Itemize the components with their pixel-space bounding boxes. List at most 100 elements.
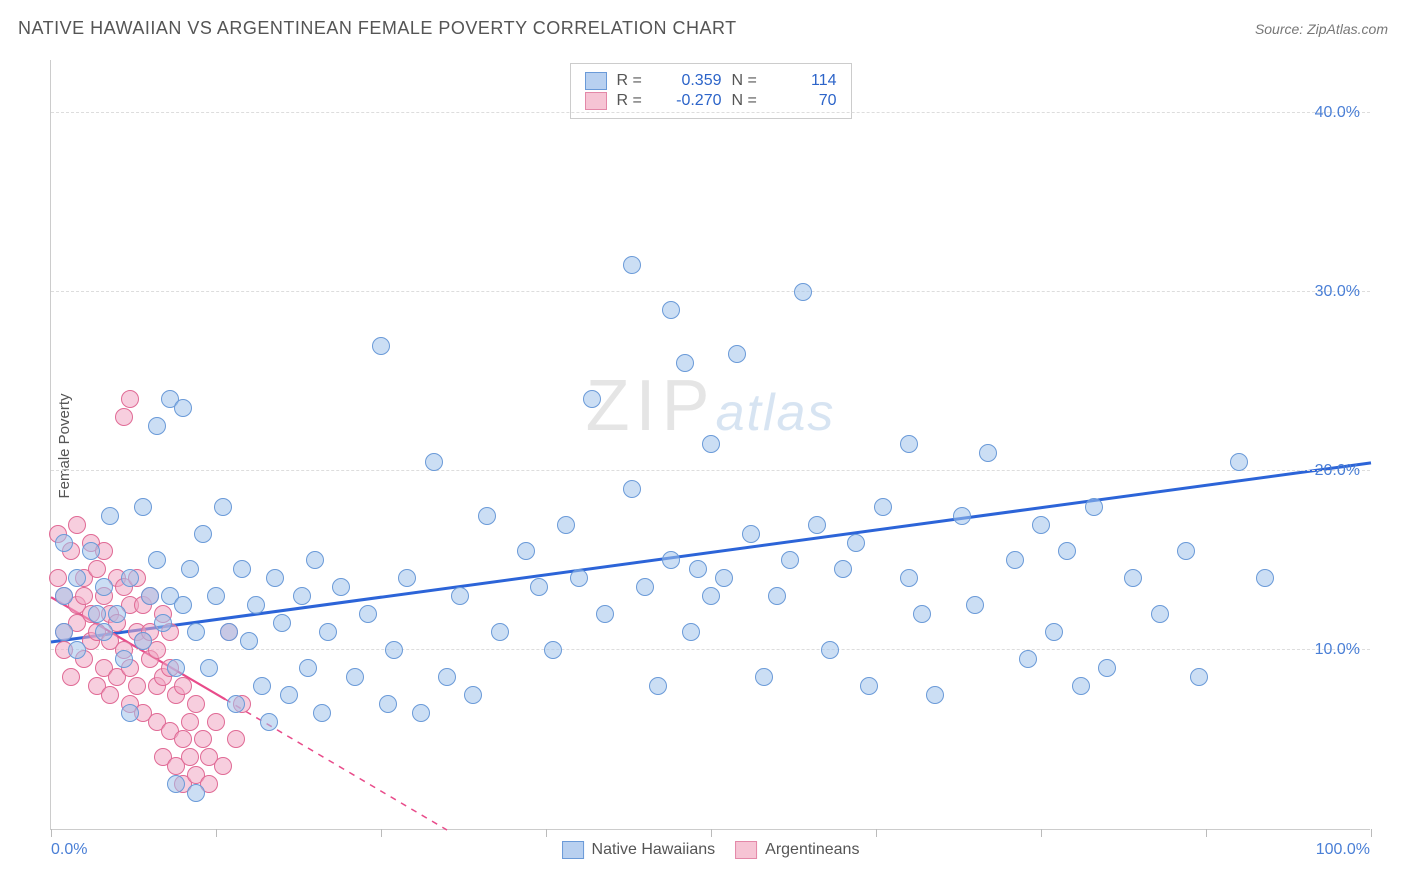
hawaiian-point [689,560,707,578]
hawaiian-point [379,695,397,713]
hawaiian-point [174,399,192,417]
n-label: N = [732,92,767,110]
chart-title: NATIVE HAWAIIAN VS ARGENTINEAN FEMALE PO… [18,18,737,39]
hawaiian-point [194,525,212,543]
hawaiian-point [1177,542,1195,560]
gridline [51,291,1370,292]
r-label: R = [617,92,652,110]
argentinean-point [181,748,199,766]
x-tick [1206,829,1207,837]
hawaiian-point [148,417,166,435]
x-tick-max: 100.0% [1316,841,1370,859]
hawaiian-point [121,704,139,722]
hawaiian-point [742,525,760,543]
hawaiian-point [68,569,86,587]
argentinean-point [214,757,232,775]
y-tick-label: 10.0% [1315,641,1360,659]
hawaiian-point [1032,516,1050,534]
hawaiian-point [207,587,225,605]
hawaiian-point [860,677,878,695]
hawaiian-point [1230,453,1248,471]
hawaiian-point [313,704,331,722]
hawaiian-point [260,713,278,731]
argentinean-point [181,713,199,731]
hawaiian-point [299,659,317,677]
argentinean-point [49,569,67,587]
hawaiian-point [200,659,218,677]
hawaiian-point [900,435,918,453]
hawaiian-point [359,605,377,623]
hawaiian-point [623,256,641,274]
r-value: 0.359 [662,72,722,90]
hawaiian-point [1124,569,1142,587]
argentinean-point [121,390,139,408]
hawaiian-point [1098,659,1116,677]
hawaiian-point [187,623,205,641]
hawaiian-point [95,578,113,596]
hawaiian-point [55,534,73,552]
hawaiian-point [728,345,746,363]
hawaiian-point [1256,569,1274,587]
argentinean-point [115,408,133,426]
hawaiian-point [1085,498,1103,516]
argentinean-point [174,730,192,748]
hawaiian-point [412,704,430,722]
hawaiian-point [682,623,700,641]
hawaiian-point [346,668,364,686]
hawaiian-point [544,641,562,659]
hawaiian-point [702,435,720,453]
legend-swatch [735,841,757,859]
hawaiian-point [596,605,614,623]
hawaiian-point [121,569,139,587]
hawaiian-point [385,641,403,659]
hawaiian-point [233,560,251,578]
y-tick-label: 40.0% [1315,104,1360,122]
hawaiian-point [273,614,291,632]
hawaiian-point [134,632,152,650]
hawaiian-point [425,453,443,471]
hawaiian-point [398,569,416,587]
n-value: 70 [777,92,837,110]
x-tick [381,829,382,837]
hawaiian-point [101,507,119,525]
hawaiian-point [253,677,271,695]
legend-label: Native Hawaiians [592,841,716,859]
argentinean-point [88,560,106,578]
hawaiian-point [141,587,159,605]
hawaiian-point [491,623,509,641]
hawaiian-point [1058,542,1076,560]
argentinean-point [227,730,245,748]
argentinean-point [128,677,146,695]
legend-row: R =0.359N =114 [585,72,837,90]
n-value: 114 [777,72,837,90]
hawaiian-point [821,641,839,659]
hawaiian-point [847,534,865,552]
legend-item: Argentineans [735,841,859,859]
hawaiian-point [372,337,390,355]
hawaiian-point [583,390,601,408]
hawaiian-point [319,623,337,641]
legend-row: R = -0.270 N = 70 [585,92,837,110]
hawaiian-point [808,516,826,534]
hawaiian-point [557,516,575,534]
hawaiian-point [478,507,496,525]
legend-swatch [562,841,584,859]
hawaiian-point [240,632,258,650]
hawaiian-point [649,677,667,695]
hawaiian-point [247,596,265,614]
hawaiian-point [794,283,812,301]
hawaiian-point [167,659,185,677]
legend-item: Native Hawaiians [562,841,716,859]
hawaiian-point [874,498,892,516]
hawaiian-point [702,587,720,605]
r-value: -0.270 [662,92,722,110]
hawaiian-point [570,569,588,587]
hawaiian-point [227,695,245,713]
hawaiian-point [68,641,86,659]
hawaiian-point [95,623,113,641]
hawaiian-point [55,587,73,605]
hawaiian-point [1006,551,1024,569]
x-tick [1371,829,1372,837]
hawaiian-point [55,623,73,641]
gridline [51,112,1370,113]
